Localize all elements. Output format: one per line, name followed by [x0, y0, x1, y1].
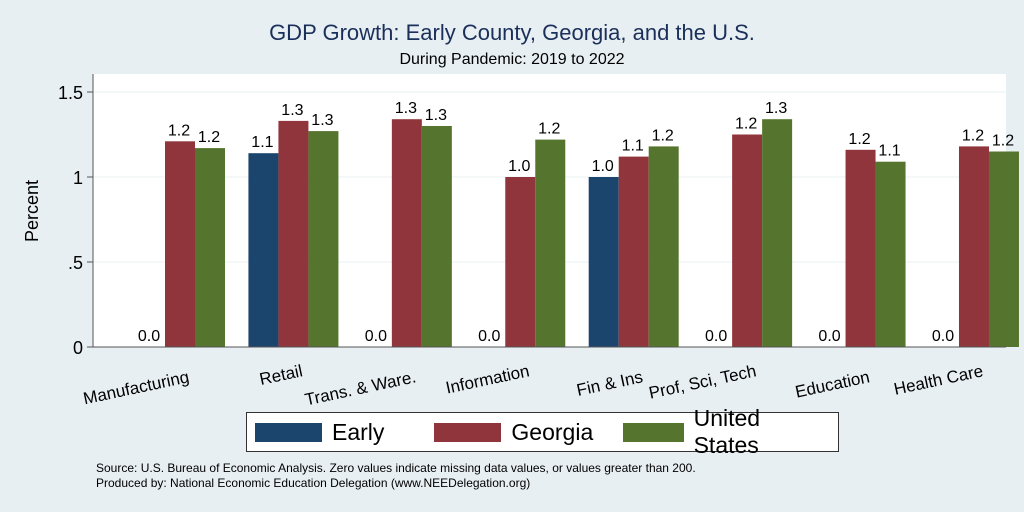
bar-georgia — [732, 134, 763, 347]
bar-value-label: 0.0 — [705, 328, 727, 345]
legend-swatch-georgia — [434, 422, 502, 442]
chart-subtitle: During Pandemic: 2019 to 2022 — [399, 51, 625, 68]
bar-value-label: 1.1 — [878, 143, 900, 160]
bar-value-label: 0.0 — [365, 328, 387, 345]
bar-value-label: 0.0 — [138, 328, 160, 345]
legend-item-united-states: United States — [623, 405, 818, 459]
x-tick-label: Health Care — [892, 361, 985, 398]
bar-value-label: 1.2 — [652, 127, 674, 144]
y-tick-label: 1.5 — [58, 83, 83, 103]
y-tick-label: 1 — [73, 168, 83, 188]
bar-value-label: 1.2 — [538, 121, 560, 138]
y-tick-label: 0 — [73, 338, 83, 358]
bar-value-label: 1.2 — [735, 116, 757, 133]
chart-title: GDP Growth: Early County, Georgia, and t… — [269, 20, 755, 45]
bar-united-states — [762, 119, 793, 347]
bar-georgia — [278, 120, 309, 348]
bar-value-label: 0.0 — [818, 328, 840, 345]
legend-label-united-states: United States — [693, 405, 761, 458]
bar-value-label: 0.0 — [932, 328, 954, 345]
bar-value-label: 1.0 — [508, 158, 530, 175]
bar-value-label: 0.0 — [478, 328, 500, 345]
bar-value-label: 1.2 — [848, 131, 870, 148]
produced-by-note: Produced by: National Economic Education… — [96, 476, 531, 490]
bar-united-states — [875, 161, 906, 347]
bar-united-states — [535, 139, 566, 347]
legend: Early Georgia United States — [246, 405, 839, 458]
x-tick-label: Manufacturing — [82, 367, 191, 408]
x-tick-label: Education — [793, 367, 871, 401]
bar-value-label: 1.2 — [992, 133, 1014, 150]
y-tick-label: .5 — [68, 253, 83, 273]
bar-value-label: 1.3 — [395, 100, 417, 117]
source-note: Source: U.S. Bureau of Economic Analysis… — [96, 461, 696, 475]
x-tick-label: Trans. & Ware. — [303, 367, 418, 409]
bar-united-states — [988, 151, 1019, 347]
bar-georgia — [505, 177, 536, 347]
bar-value-label: 1.2 — [198, 129, 220, 146]
bar-united-states — [308, 131, 339, 347]
x-tick-label: Fin & Ins — [575, 367, 645, 400]
legend-label-georgia: Georgia — [511, 418, 594, 445]
x-tick-label: Prof, Sci, Tech — [647, 361, 758, 402]
bar-united-states — [421, 126, 452, 347]
legend-swatch-united-states — [623, 422, 684, 442]
bar-value-label: 1.3 — [311, 112, 333, 129]
bar-georgia — [958, 146, 989, 347]
bar-early — [588, 177, 619, 347]
bar-early — [248, 153, 279, 347]
bar-value-label: 1.2 — [168, 122, 190, 139]
bar-united-states — [648, 146, 679, 347]
bar-georgia — [845, 149, 876, 347]
bar-value-label: 1.1 — [622, 138, 644, 155]
bar-georgia — [391, 119, 422, 347]
bar-value-label: 1.2 — [962, 127, 984, 144]
legend-label-early: Early — [332, 418, 385, 445]
bar-value-label: 1.3 — [765, 100, 787, 117]
bar-value-label: 1.0 — [592, 158, 614, 175]
bar-value-label: 1.3 — [425, 107, 447, 124]
bar-value-label: 1.3 — [281, 102, 303, 119]
legend-item-georgia: Georgia — [434, 419, 593, 446]
x-tick-label: Information — [444, 361, 531, 397]
x-tick-label: Retail — [258, 361, 304, 389]
legend-item-early: Early — [255, 419, 384, 446]
bar-united-states — [195, 148, 225, 347]
legend-swatch-early — [255, 422, 322, 442]
bar-value-label: 1.1 — [251, 134, 273, 151]
y-axis-label: Percent — [22, 180, 42, 242]
bar-georgia — [165, 141, 195, 347]
bar-georgia — [618, 156, 649, 347]
